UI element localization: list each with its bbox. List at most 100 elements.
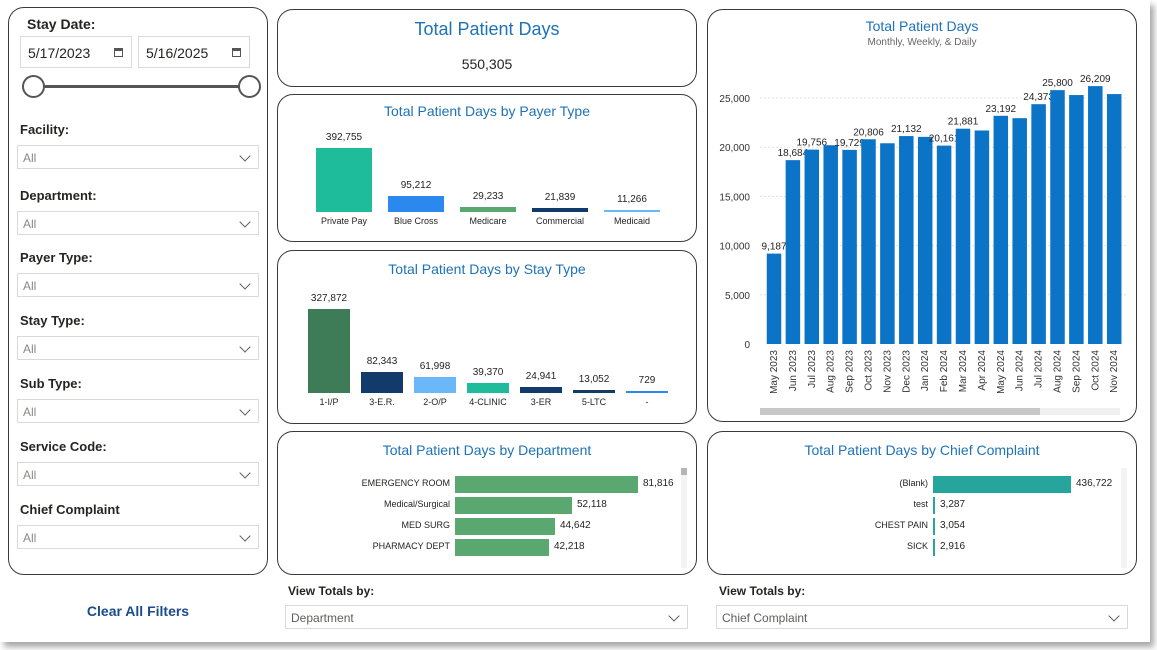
calendar-icon[interactable] bbox=[114, 48, 123, 57]
bar[interactable] bbox=[933, 518, 935, 535]
bar[interactable] bbox=[974, 130, 990, 344]
department-value: All bbox=[23, 217, 37, 231]
bar[interactable] bbox=[1031, 104, 1046, 344]
chief-complaint-bars: (Blank) 436,722 test 3,287 CHEST PAIN 3,054 SI… bbox=[708, 432, 1138, 576]
data-label: 19,756 bbox=[797, 138, 828, 149]
chevron-down-icon bbox=[668, 610, 680, 622]
data-label: 29,233 bbox=[472, 191, 504, 202]
bar[interactable] bbox=[455, 539, 549, 556]
bar[interactable] bbox=[308, 309, 350, 393]
slider-end-handle[interactable] bbox=[238, 75, 261, 98]
bar[interactable] bbox=[766, 253, 782, 344]
bar[interactable] bbox=[414, 377, 456, 393]
category-label: SICK bbox=[906, 541, 928, 551]
bar[interactable] bbox=[520, 387, 562, 393]
service-code-dropdown[interactable]: All bbox=[17, 462, 259, 486]
category-label: Medical/Surgical bbox=[383, 499, 450, 509]
chief-complaint-dropdown[interactable]: All bbox=[17, 525, 259, 549]
date-range-slider[interactable] bbox=[33, 85, 251, 88]
scrollbar[interactable] bbox=[681, 468, 687, 568]
bar[interactable] bbox=[955, 128, 971, 344]
bar[interactable] bbox=[933, 497, 935, 514]
bar[interactable] bbox=[933, 539, 935, 556]
bar[interactable] bbox=[785, 160, 801, 344]
bar[interactable] bbox=[1088, 86, 1103, 344]
monthly-chart: Total Patient Days Monthly, Weekly, & Da… bbox=[707, 9, 1137, 422]
chart-title: Total Patient Days by Stay Type bbox=[388, 261, 586, 277]
data-label: 44,642 bbox=[560, 520, 591, 531]
stay-type-dropdown[interactable]: All bbox=[17, 336, 259, 360]
bar[interactable] bbox=[626, 391, 668, 393]
category-label: Medicaid bbox=[613, 216, 651, 226]
bar[interactable] bbox=[1069, 95, 1084, 344]
department-dropdown[interactable]: All bbox=[17, 211, 259, 235]
y-tick-label: 25,000 bbox=[719, 94, 750, 105]
horizontal-scrollbar[interactable] bbox=[760, 408, 1120, 415]
bar[interactable] bbox=[804, 149, 820, 344]
bar[interactable] bbox=[842, 149, 857, 344]
chart-title: Total Patient Days bbox=[865, 18, 979, 34]
bar[interactable] bbox=[880, 143, 895, 344]
x-tick-label: Nov 2024 bbox=[1109, 350, 1120, 393]
y-tick-label: 0 bbox=[744, 340, 750, 351]
category-label: - bbox=[645, 397, 649, 407]
bar[interactable] bbox=[1012, 118, 1027, 344]
category-label: EMERGENCY ROOM bbox=[361, 478, 450, 488]
bar[interactable] bbox=[573, 390, 615, 393]
bar[interactable] bbox=[467, 383, 509, 393]
service-code-value: All bbox=[23, 468, 37, 482]
stay-type-label: Stay Type: bbox=[20, 313, 85, 328]
bar[interactable] bbox=[460, 207, 516, 212]
data-label: 18,684 bbox=[778, 148, 809, 159]
bar[interactable] bbox=[936, 145, 952, 344]
bar[interactable] bbox=[933, 476, 1071, 493]
end-date-input[interactable]: 5/16/2025 bbox=[138, 36, 250, 68]
payer-type-dropdown[interactable]: All bbox=[17, 273, 259, 297]
bar[interactable] bbox=[532, 208, 588, 212]
sub-type-value: All bbox=[23, 405, 37, 419]
x-tick-label: Jan 2024 bbox=[920, 350, 931, 392]
chief-complaint-chart: Total Patient Days by Chief Complaint (B… bbox=[707, 431, 1137, 575]
bar[interactable] bbox=[861, 139, 876, 344]
slider-start-handle[interactable] bbox=[22, 75, 45, 98]
service-code-label: Service Code: bbox=[20, 439, 107, 454]
bar[interactable] bbox=[455, 518, 555, 535]
bar[interactable] bbox=[455, 497, 572, 514]
sub-type-label: Sub Type: bbox=[20, 376, 82, 391]
calendar-icon[interactable] bbox=[232, 48, 241, 57]
scrollbar-thumb[interactable] bbox=[760, 408, 1040, 415]
data-label: 26,209 bbox=[1080, 74, 1111, 85]
scrollbar-thumb[interactable] bbox=[681, 468, 687, 475]
facility-dropdown[interactable]: All bbox=[17, 145, 259, 169]
view-totals-dropdown[interactable]: Department bbox=[285, 605, 688, 629]
bar[interactable] bbox=[361, 372, 403, 393]
bar[interactable] bbox=[993, 115, 1009, 345]
monthly-plot: 25,000 20,000 15,000 10,000 5,000 0 9,187 May 2… bbox=[719, 74, 1126, 394]
bar[interactable] bbox=[917, 136, 933, 344]
chart-subtitle: Monthly, Weekly, & Daily bbox=[867, 37, 977, 48]
scrollbar[interactable] bbox=[1121, 468, 1127, 568]
bar[interactable] bbox=[455, 476, 638, 493]
chevron-down-icon bbox=[239, 278, 251, 290]
bar[interactable] bbox=[1050, 90, 1065, 345]
data-label: 25,800 bbox=[1042, 78, 1073, 89]
bar[interactable] bbox=[823, 145, 838, 344]
view-totals-dropdown[interactable]: Chief Complaint bbox=[716, 605, 1128, 629]
sub-type-dropdown[interactable]: All bbox=[17, 399, 259, 423]
stay-type-chart: Total Patient Days by Stay Type 327,872 1… bbox=[277, 250, 697, 424]
bar[interactable] bbox=[604, 210, 660, 212]
category-label: CHEST PAIN bbox=[874, 520, 928, 530]
bar[interactable] bbox=[316, 148, 372, 212]
data-label: 21,881 bbox=[948, 117, 979, 128]
x-tick-label: Oct 2023 bbox=[864, 350, 875, 391]
category-label: Blue Cross bbox=[393, 216, 438, 226]
x-tick-label: Aug 2024 bbox=[1053, 350, 1064, 393]
x-tick-label: Aug 2023 bbox=[826, 350, 837, 393]
bar[interactable] bbox=[388, 196, 444, 212]
start-date-input[interactable]: 5/17/2023 bbox=[20, 36, 132, 68]
x-tick-label: Jul 2024 bbox=[1034, 350, 1045, 388]
data-label: 3,054 bbox=[940, 520, 966, 531]
clear-all-filters-button[interactable]: Clear All Filters bbox=[86, 603, 190, 619]
bar[interactable] bbox=[1106, 94, 1122, 345]
bar[interactable] bbox=[899, 136, 914, 344]
